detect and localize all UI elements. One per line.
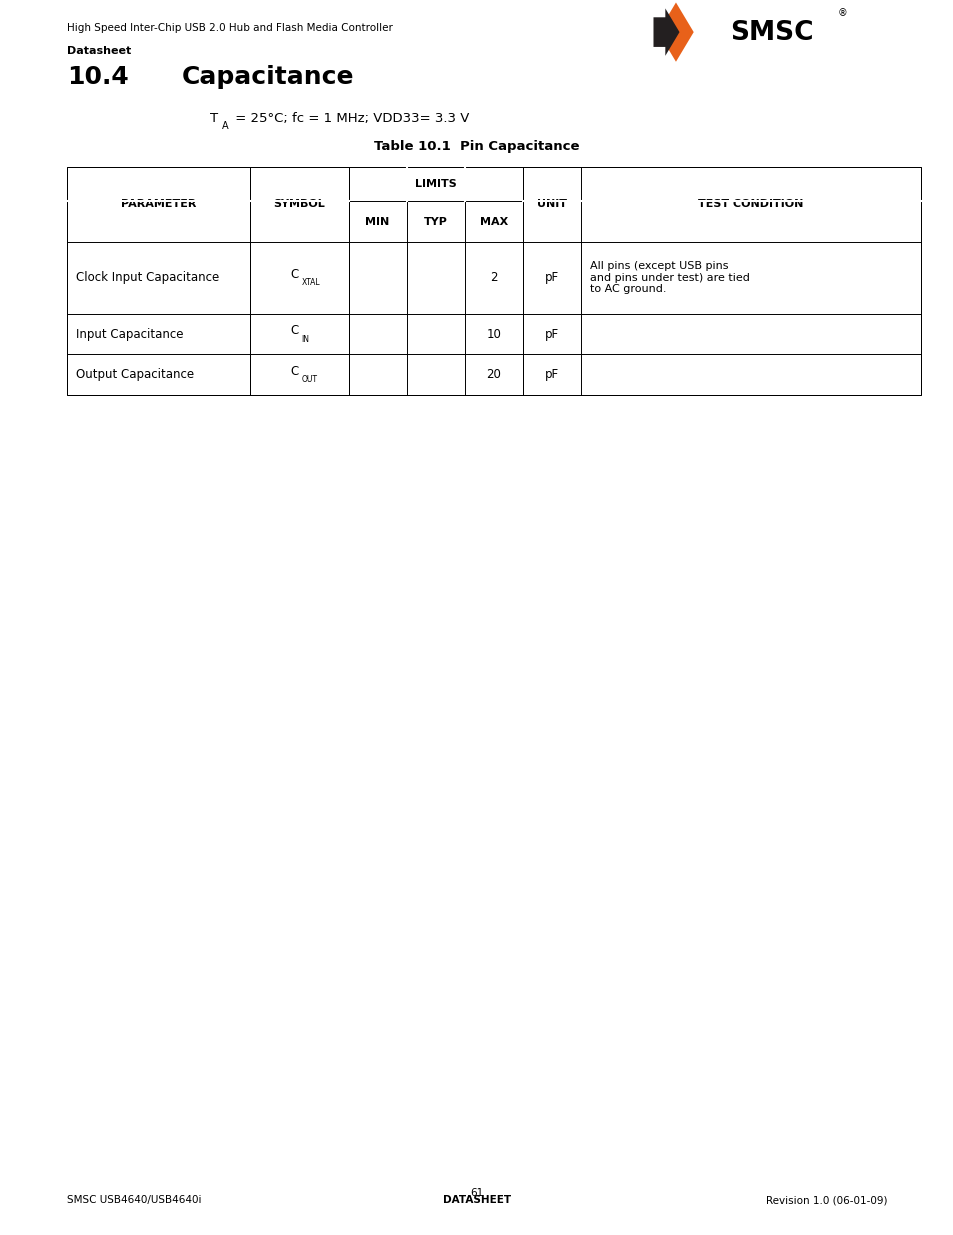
Text: Capacitance: Capacitance	[181, 65, 354, 89]
Text: C: C	[290, 364, 298, 378]
Text: 2: 2	[490, 272, 497, 284]
Text: Input Capacitance: Input Capacitance	[76, 327, 184, 341]
Text: UNIT: UNIT	[537, 199, 566, 210]
Text: = 25°C; fc = 1 MHz; VDD33= 3.3 V: = 25°C; fc = 1 MHz; VDD33= 3.3 V	[231, 111, 469, 125]
Text: Revision 1.0 (06-01-09): Revision 1.0 (06-01-09)	[765, 1195, 886, 1205]
Text: MAX: MAX	[479, 216, 507, 227]
Text: High Speed Inter-Chip USB 2.0 Hub and Flash Media Controller: High Speed Inter-Chip USB 2.0 Hub and Fl…	[67, 22, 393, 32]
Text: pF: pF	[544, 327, 558, 341]
Text: SYMBOL: SYMBOL	[274, 199, 325, 210]
Text: XTAL: XTAL	[301, 278, 319, 288]
Text: IN: IN	[301, 335, 309, 343]
Text: ®: ®	[837, 9, 846, 19]
Text: A: A	[222, 121, 229, 131]
Text: T: T	[210, 111, 218, 125]
Text: OUT: OUT	[301, 375, 317, 384]
Text: C: C	[290, 268, 298, 280]
Text: SMSC: SMSC	[729, 20, 813, 46]
Text: All pins (except USB pins
and pins under test) are tied
to AC ground.: All pins (except USB pins and pins under…	[590, 262, 749, 294]
Polygon shape	[658, 2, 693, 62]
Text: TEST CONDITION: TEST CONDITION	[698, 199, 802, 210]
Polygon shape	[653, 9, 679, 56]
Text: 10.4: 10.4	[67, 65, 129, 89]
Text: 20: 20	[486, 368, 500, 382]
Text: pF: pF	[544, 272, 558, 284]
Text: MIN: MIN	[365, 216, 389, 227]
Text: 10: 10	[486, 327, 500, 341]
Text: TYP: TYP	[423, 216, 447, 227]
Text: Table 10.1  Pin Capacitance: Table 10.1 Pin Capacitance	[374, 140, 579, 153]
Text: C: C	[290, 324, 298, 337]
Bar	[67, 167, 920, 395]
Text: 61: 61	[470, 1188, 483, 1198]
Text: Clock Input Capacitance: Clock Input Capacitance	[76, 272, 219, 284]
Text: SMSC USB4640/USB4640i: SMSC USB4640/USB4640i	[67, 1195, 201, 1205]
Text: DATASHEET: DATASHEET	[442, 1195, 511, 1205]
Text: LIMITS: LIMITS	[415, 179, 456, 189]
Text: Output Capacitance: Output Capacitance	[76, 368, 194, 382]
Text: pF: pF	[544, 368, 558, 382]
Text: Datasheet: Datasheet	[67, 46, 131, 56]
Text: PARAMETER: PARAMETER	[121, 199, 196, 210]
